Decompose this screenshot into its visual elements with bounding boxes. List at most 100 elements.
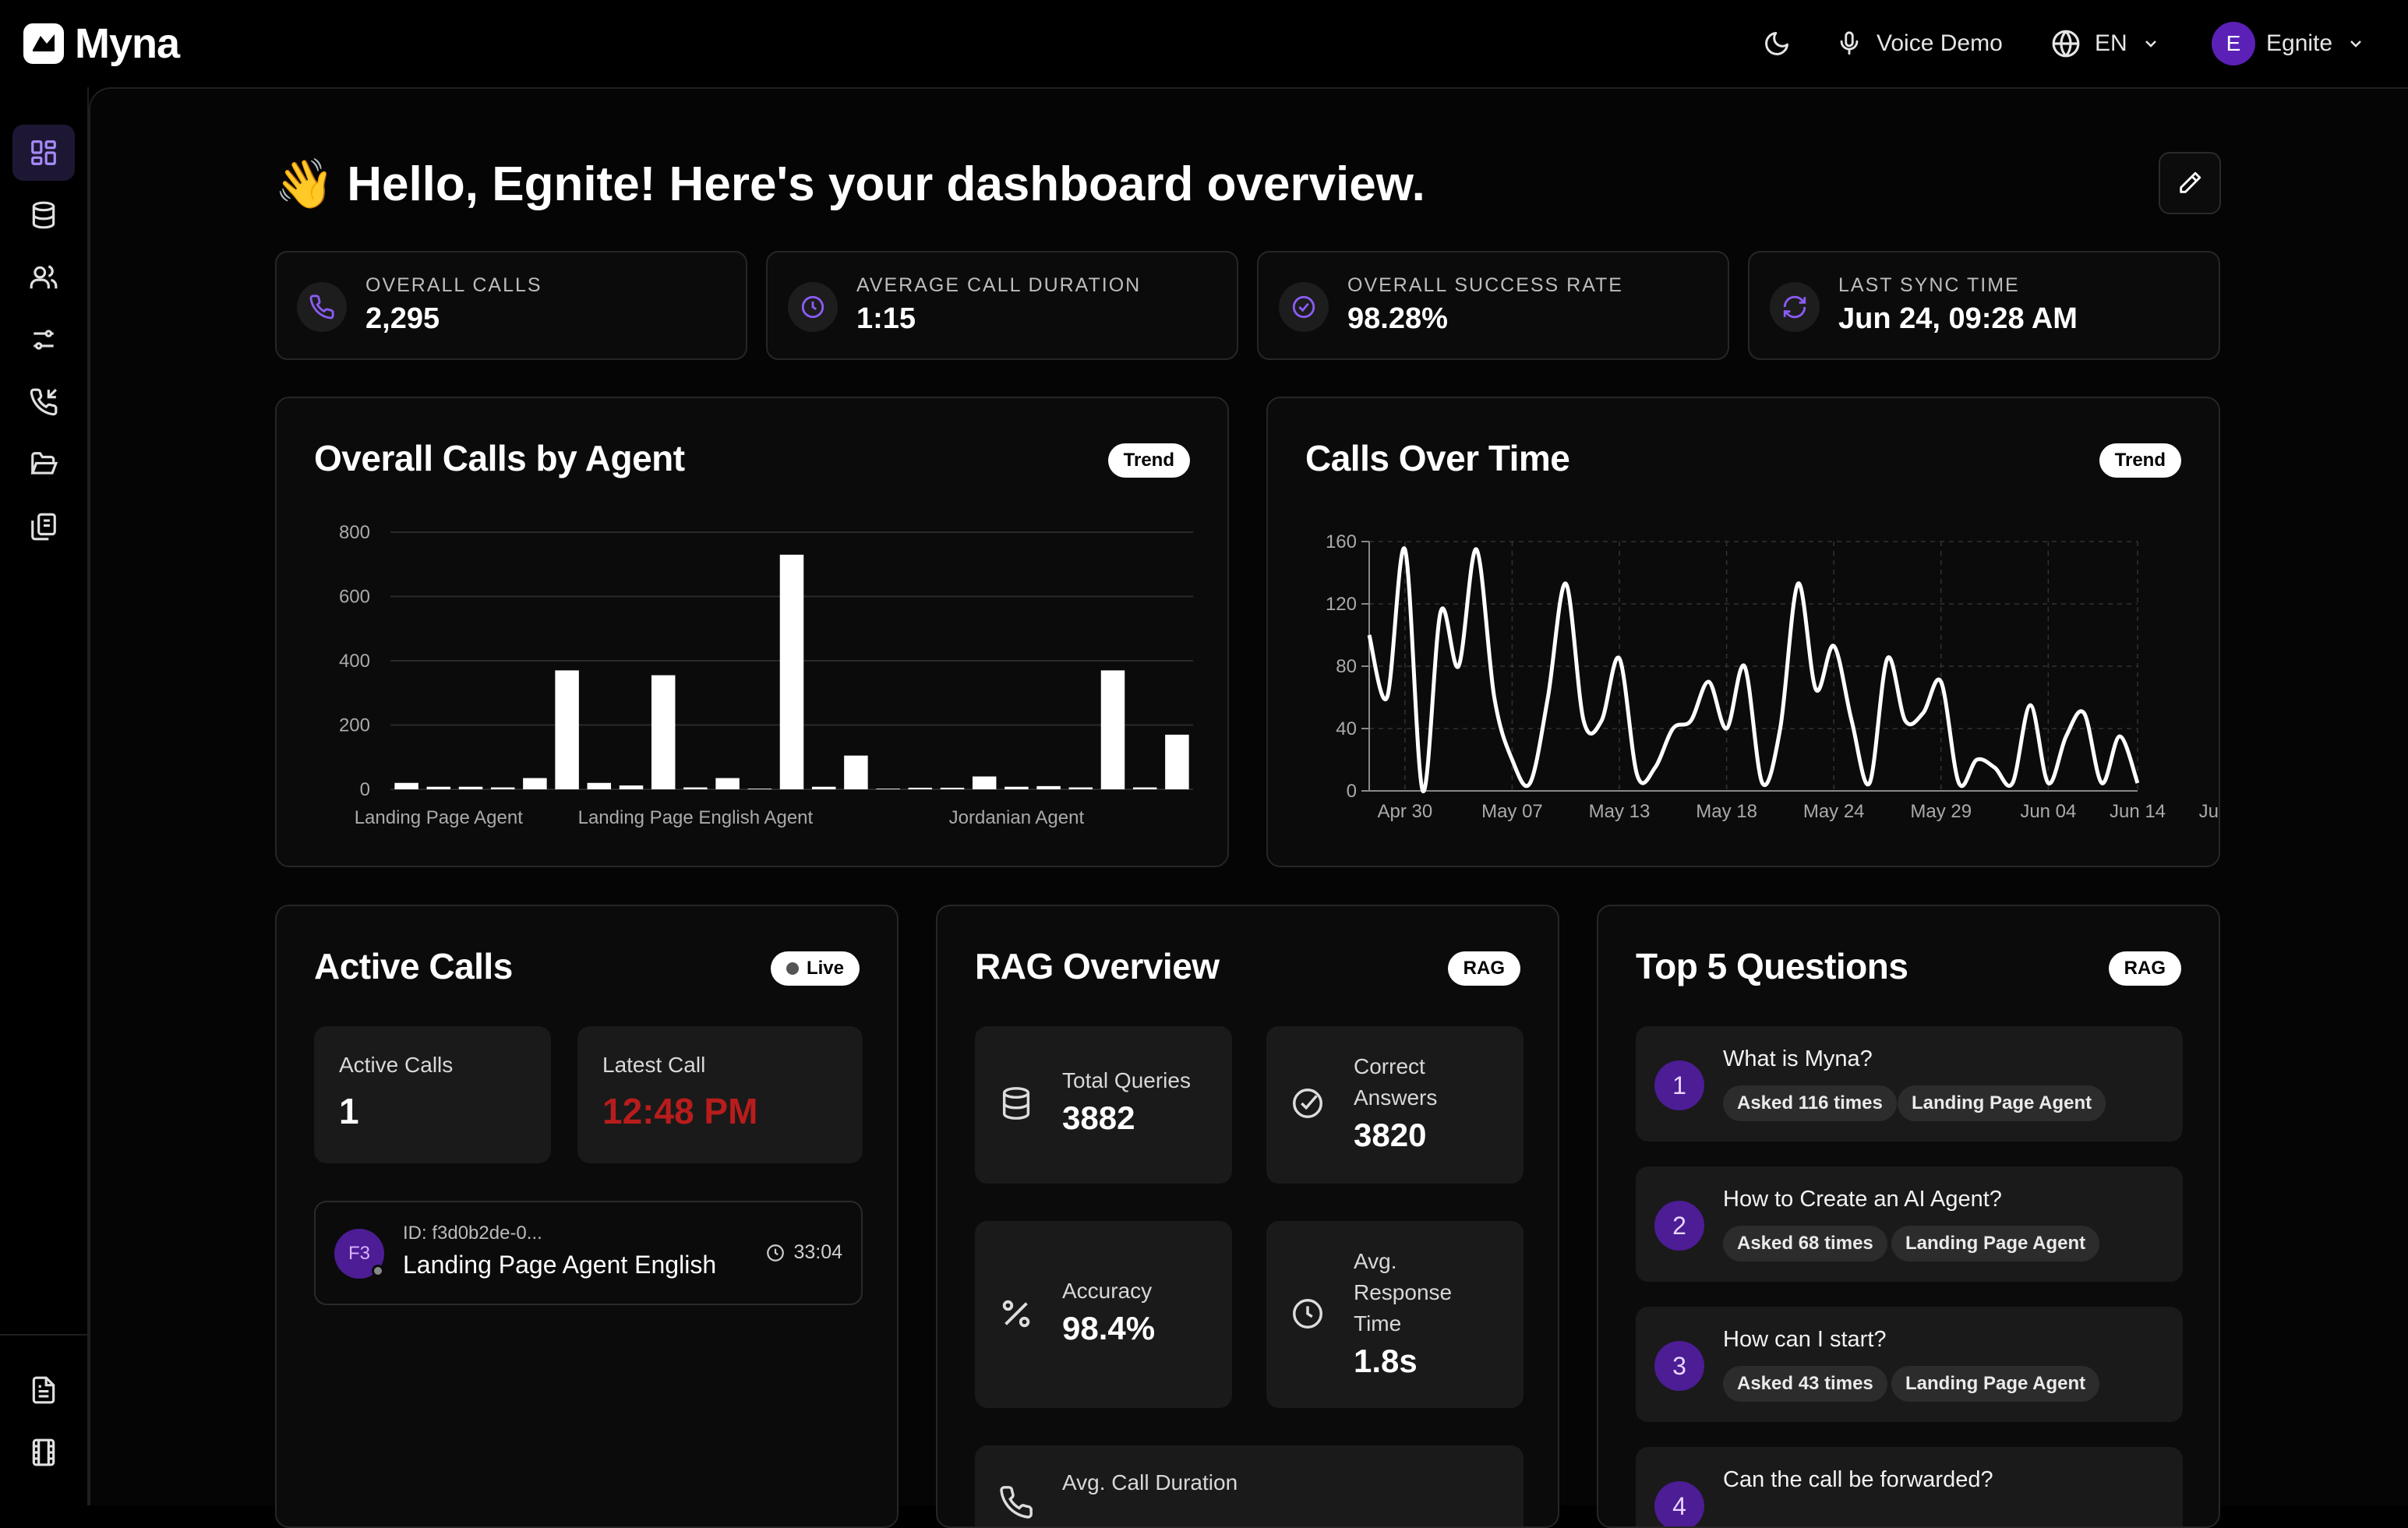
- phone-incoming-icon: [30, 388, 58, 416]
- sidebar-item-settings[interactable]: [12, 312, 75, 368]
- active-calls-card: Active Calls Live Active Calls 1 Latest …: [275, 905, 899, 1528]
- trend-badge[interactable]: Trend: [2099, 443, 2181, 478]
- trend-badge[interactable]: Trend: [1107, 443, 1190, 478]
- call-duration: 33:04: [765, 1241, 842, 1264]
- call-agent-name: Landing Page Agent English: [403, 1251, 717, 1279]
- y-tick-label: 0: [360, 779, 370, 800]
- user-menu[interactable]: E Egnite: [2212, 22, 2365, 65]
- latest-call-label: Latest Call: [602, 1053, 706, 1077]
- bar: [523, 778, 547, 789]
- question-item[interactable]: 3 How can I start? Asked 43 times Landin…: [1636, 1307, 2183, 1422]
- moon-icon: [1765, 32, 1788, 55]
- sidebar-divider: [0, 1334, 89, 1336]
- top-bar: Myna Voice Demo EN E Egnite: [0, 0, 2408, 87]
- sidebar-item-reports[interactable]: [12, 1362, 75, 1418]
- bar: [811, 786, 836, 789]
- edit-dashboard-button[interactable]: [2159, 152, 2221, 214]
- bar: [844, 755, 868, 789]
- card-title: Active Calls: [314, 946, 513, 986]
- bar: [1036, 785, 1061, 789]
- question-text: How can I start?: [1723, 1327, 1887, 1352]
- voice-demo-label: Voice Demo: [1877, 30, 2003, 56]
- asked-count-tag: Asked 116 times: [1723, 1085, 1897, 1121]
- y-tick-label: 120: [1326, 594, 1357, 615]
- logo-icon: [23, 23, 64, 64]
- question-rank: 3: [1654, 1341, 1704, 1391]
- status-dot-icon: [372, 1265, 384, 1277]
- bar: [779, 554, 804, 789]
- question-rank: 2: [1654, 1201, 1704, 1251]
- stat-label: OVERALL SUCCESS RATE: [1347, 274, 1623, 296]
- card-title: RAG Overview: [975, 946, 1220, 986]
- check-circle-icon: [1293, 1089, 1322, 1118]
- chart-card-calls-over-time: Calls Over Time Trend 0 40 80 120 160 Apr 30 M…: [1266, 397, 2220, 867]
- stat-card-overall-calls: OVERALL CALLS 2,295: [275, 251, 747, 360]
- clock-icon: [1293, 1299, 1322, 1329]
- correct-answers-label-line1: Correct: [1354, 1054, 1425, 1078]
- question-item[interactable]: 1 What is Myna? Asked 116 times Landing …: [1636, 1026, 2183, 1142]
- accuracy-value: 98.4%: [1062, 1310, 1156, 1346]
- sidebar-item-files[interactable]: [12, 436, 75, 492]
- sidebar-item-users[interactable]: [12, 249, 75, 305]
- y-tick-label: 0: [1347, 781, 1357, 802]
- app-logo[interactable]: Myna: [23, 19, 180, 68]
- x-tick-label: May 29: [1910, 801, 1972, 822]
- live-label: Live: [806, 958, 844, 979]
- total-queries-value: 3882: [1062, 1099, 1135, 1136]
- voice-demo-button[interactable]: Voice Demo: [1836, 23, 2003, 64]
- active-call-row[interactable]: F3 ID: f3d0b2de-0... Landing Page Agent …: [314, 1201, 863, 1305]
- bar: [1100, 670, 1125, 789]
- percent-icon: [1002, 1300, 1030, 1328]
- sidebar-item-dashboard[interactable]: [12, 125, 75, 181]
- bar: [908, 787, 933, 789]
- x-tick-label: Apr 30: [1378, 801, 1433, 822]
- stat-value: 2,295: [365, 302, 440, 335]
- sidebar-item-database[interactable]: [12, 187, 75, 243]
- sidebar: [0, 87, 89, 1505]
- agent-tag: Landing Page Agent: [1898, 1085, 2106, 1121]
- stat-value: 1:15: [856, 302, 916, 335]
- bar: [1005, 786, 1029, 789]
- y-tick-label: 600: [339, 587, 370, 608]
- rag-badge: RAG: [1447, 951, 1520, 986]
- bar: [458, 786, 483, 789]
- bar-chart: 0 200 400 600 800 Landing Page Agent Landing P…: [339, 522, 1193, 828]
- language-selector[interactable]: EN: [2051, 23, 2160, 64]
- question-text: How to Create an AI Agent?: [1723, 1187, 2002, 1212]
- user-avatar: E: [2212, 22, 2255, 65]
- stat-label: AVERAGE CALL DURATION: [856, 274, 1142, 296]
- y-tick-label: 160: [1326, 531, 1357, 552]
- theme-toggle-button[interactable]: [1763, 23, 1791, 64]
- bar: [940, 787, 965, 789]
- dashboard-icon: [31, 140, 56, 165]
- language-label: EN: [2095, 30, 2127, 56]
- question-item[interactable]: 2 How to Create an AI Agent? Asked 68 ti…: [1636, 1166, 2183, 1282]
- users-icon: [30, 265, 58, 289]
- sidebar-item-documents[interactable]: [12, 499, 75, 555]
- agent-tag: Landing Page Agent: [1891, 1226, 2100, 1262]
- question-rank: 4: [1654, 1481, 1704, 1526]
- sliders-icon: [34, 330, 54, 350]
- stat-card-average-call-duration: AVERAGE CALL DURATION 1:15: [766, 251, 1238, 360]
- stat-value: Jun 24, 09:28 AM: [1838, 302, 2078, 335]
- phone-icon: [1000, 1486, 1033, 1519]
- x-tick-label: May 13: [1589, 801, 1651, 822]
- stat-card-last-sync-time: LAST SYNC TIME Jun 24, 09:28 AM: [1748, 251, 2220, 360]
- database-icon: [32, 201, 55, 229]
- card-title: Overall Calls by Agent: [314, 438, 685, 478]
- accuracy-box: Accuracy 98.4%: [975, 1221, 1232, 1408]
- correct-answers-label: Correct Answers: [1354, 1051, 1437, 1113]
- active-calls-label: Active Calls: [339, 1053, 454, 1077]
- accuracy-label: Accuracy: [1062, 1279, 1153, 1303]
- check-circle-icon: [1279, 282, 1329, 332]
- question-item[interactable]: 4 Can the call be forwarded?: [1636, 1447, 2183, 1526]
- bar: [683, 787, 708, 789]
- sidebar-item-logs[interactable]: [12, 1424, 75, 1480]
- y-tick-label: 80: [1336, 656, 1357, 677]
- series-line: [1367, 546, 2140, 793]
- response-time-label-line3: Time: [1354, 1311, 1402, 1336]
- x-tick-label: Jun 04: [2020, 801, 2076, 822]
- card-title: Top 5 Questions: [1636, 946, 1908, 986]
- sidebar-item-calls[interactable]: [12, 374, 75, 430]
- database-icon: [1002, 1087, 1030, 1120]
